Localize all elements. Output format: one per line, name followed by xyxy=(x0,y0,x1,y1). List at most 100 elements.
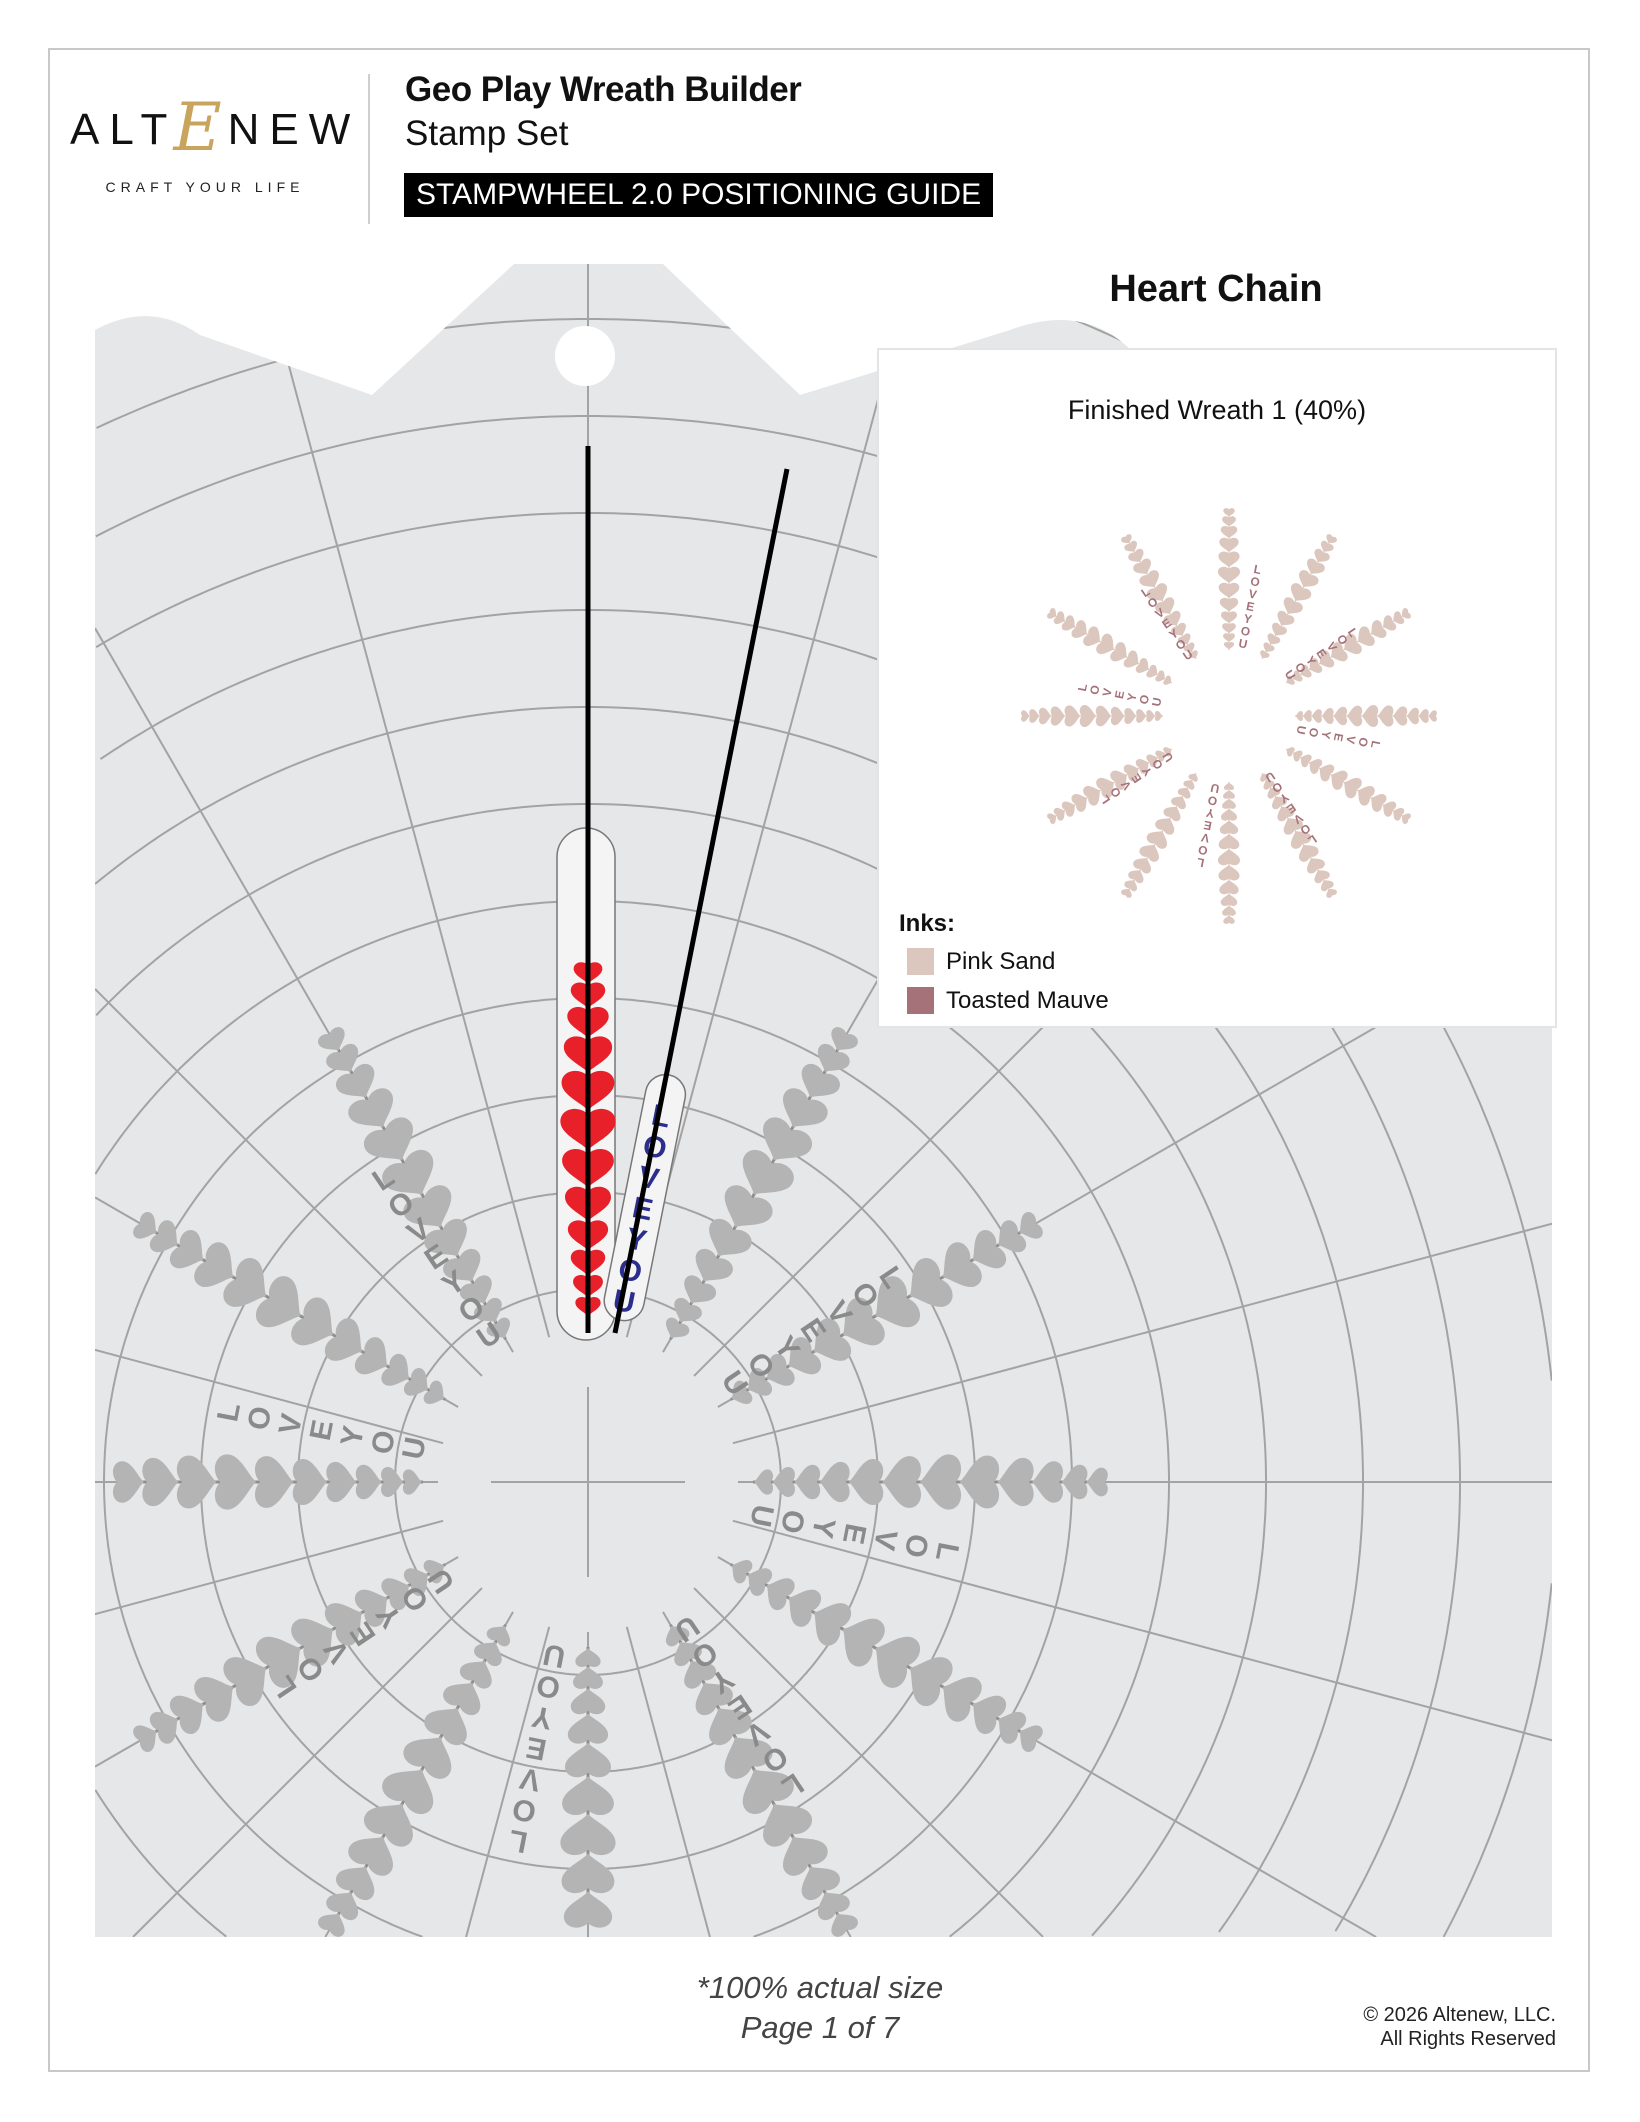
heart xyxy=(1096,777,1115,799)
heart xyxy=(666,1317,690,1339)
grid-spoke xyxy=(732,1222,1552,1445)
heart xyxy=(1382,615,1397,631)
heart xyxy=(695,1248,733,1282)
heart xyxy=(563,1891,613,1928)
logo-left: ALT xyxy=(70,105,178,154)
heart xyxy=(1314,548,1330,563)
heart xyxy=(783,1088,828,1128)
heart xyxy=(1146,754,1158,768)
heart-chain xyxy=(1121,772,1198,898)
heart xyxy=(1299,844,1319,862)
grid-ring xyxy=(95,803,1267,1937)
grid-spoke xyxy=(95,988,483,1377)
heart xyxy=(1277,806,1295,822)
heart xyxy=(1272,622,1287,636)
heart xyxy=(1392,706,1408,726)
ink-item: Toasted Mauve xyxy=(899,981,1109,1020)
heart-chain xyxy=(318,1027,510,1340)
heart-chain xyxy=(560,1647,616,1928)
heart xyxy=(1061,615,1076,631)
heart xyxy=(1064,705,1081,727)
heart xyxy=(169,1230,204,1269)
love-you-letter: L xyxy=(1075,683,1090,693)
heart xyxy=(1218,551,1240,568)
heart xyxy=(1071,620,1088,638)
love-you-letter: U xyxy=(1209,781,1220,796)
heart xyxy=(575,1648,601,1668)
heart xyxy=(1220,808,1238,821)
heart xyxy=(1133,558,1151,575)
heart xyxy=(1053,807,1065,821)
heart xyxy=(1139,844,1159,862)
heart xyxy=(1357,786,1375,806)
heart xyxy=(1217,848,1241,866)
heart xyxy=(1121,534,1132,544)
heart xyxy=(142,1457,179,1507)
heart xyxy=(194,1677,234,1722)
love-you-letter: O xyxy=(1240,624,1252,640)
heart xyxy=(1155,597,1175,615)
heart xyxy=(1123,650,1139,668)
heart xyxy=(1222,905,1236,916)
heart xyxy=(1346,705,1363,727)
heart xyxy=(1290,830,1312,849)
heart xyxy=(788,1337,822,1375)
heart xyxy=(794,1464,821,1500)
heart xyxy=(1320,880,1334,892)
love-you-letter: U xyxy=(1294,724,1309,735)
heart xyxy=(1177,787,1191,799)
heart xyxy=(318,1027,345,1051)
love-you-stamp-outline xyxy=(603,1073,687,1322)
heart xyxy=(1272,796,1287,810)
love-you-letter: L xyxy=(1368,740,1383,750)
love-you-letter: V xyxy=(1100,687,1115,698)
heart xyxy=(1220,525,1238,539)
heart xyxy=(354,1589,388,1627)
heart xyxy=(149,1220,178,1253)
heart xyxy=(997,1457,1034,1507)
heart xyxy=(1319,650,1335,668)
heart xyxy=(1155,750,1166,762)
heart xyxy=(381,1353,410,1386)
heart-chain xyxy=(1285,747,1411,824)
heart xyxy=(674,1297,702,1323)
heart xyxy=(1330,770,1348,790)
heart xyxy=(731,1380,753,1404)
heart xyxy=(1219,879,1239,895)
heart xyxy=(1123,764,1139,782)
heart xyxy=(1032,1461,1064,1503)
love-you-letter: L xyxy=(1196,855,1206,870)
heart xyxy=(1326,534,1337,544)
heart xyxy=(742,1149,794,1195)
heart xyxy=(176,1455,217,1509)
heart xyxy=(381,1578,410,1611)
heart xyxy=(998,1711,1027,1744)
heart xyxy=(403,1368,429,1396)
ink-item: Pink Sand xyxy=(899,942,1109,981)
heart xyxy=(1155,817,1175,835)
page-frame xyxy=(48,48,1590,2072)
heart-chain xyxy=(666,1027,858,1340)
heart xyxy=(998,1220,1027,1253)
product-title: Geo Play Wreath Builder xyxy=(405,70,802,109)
heart xyxy=(561,1853,615,1894)
heart xyxy=(382,1769,434,1815)
heart xyxy=(292,1459,328,1505)
heart xyxy=(326,1043,359,1072)
heart xyxy=(1222,516,1236,527)
heart xyxy=(423,1380,445,1404)
heart xyxy=(133,1212,157,1239)
heart xyxy=(1163,806,1181,822)
logo-wordmark: ALTENEW xyxy=(70,95,350,161)
heart xyxy=(1163,610,1181,626)
heart xyxy=(336,1866,375,1901)
heart xyxy=(1220,611,1238,624)
guide-badge: STAMPWHEEL 2.0 POSITIONING GUIDE xyxy=(404,173,994,217)
heart-chain xyxy=(133,1560,446,1752)
heart xyxy=(1319,764,1335,782)
ink-name: Pink Sand xyxy=(946,947,1056,975)
